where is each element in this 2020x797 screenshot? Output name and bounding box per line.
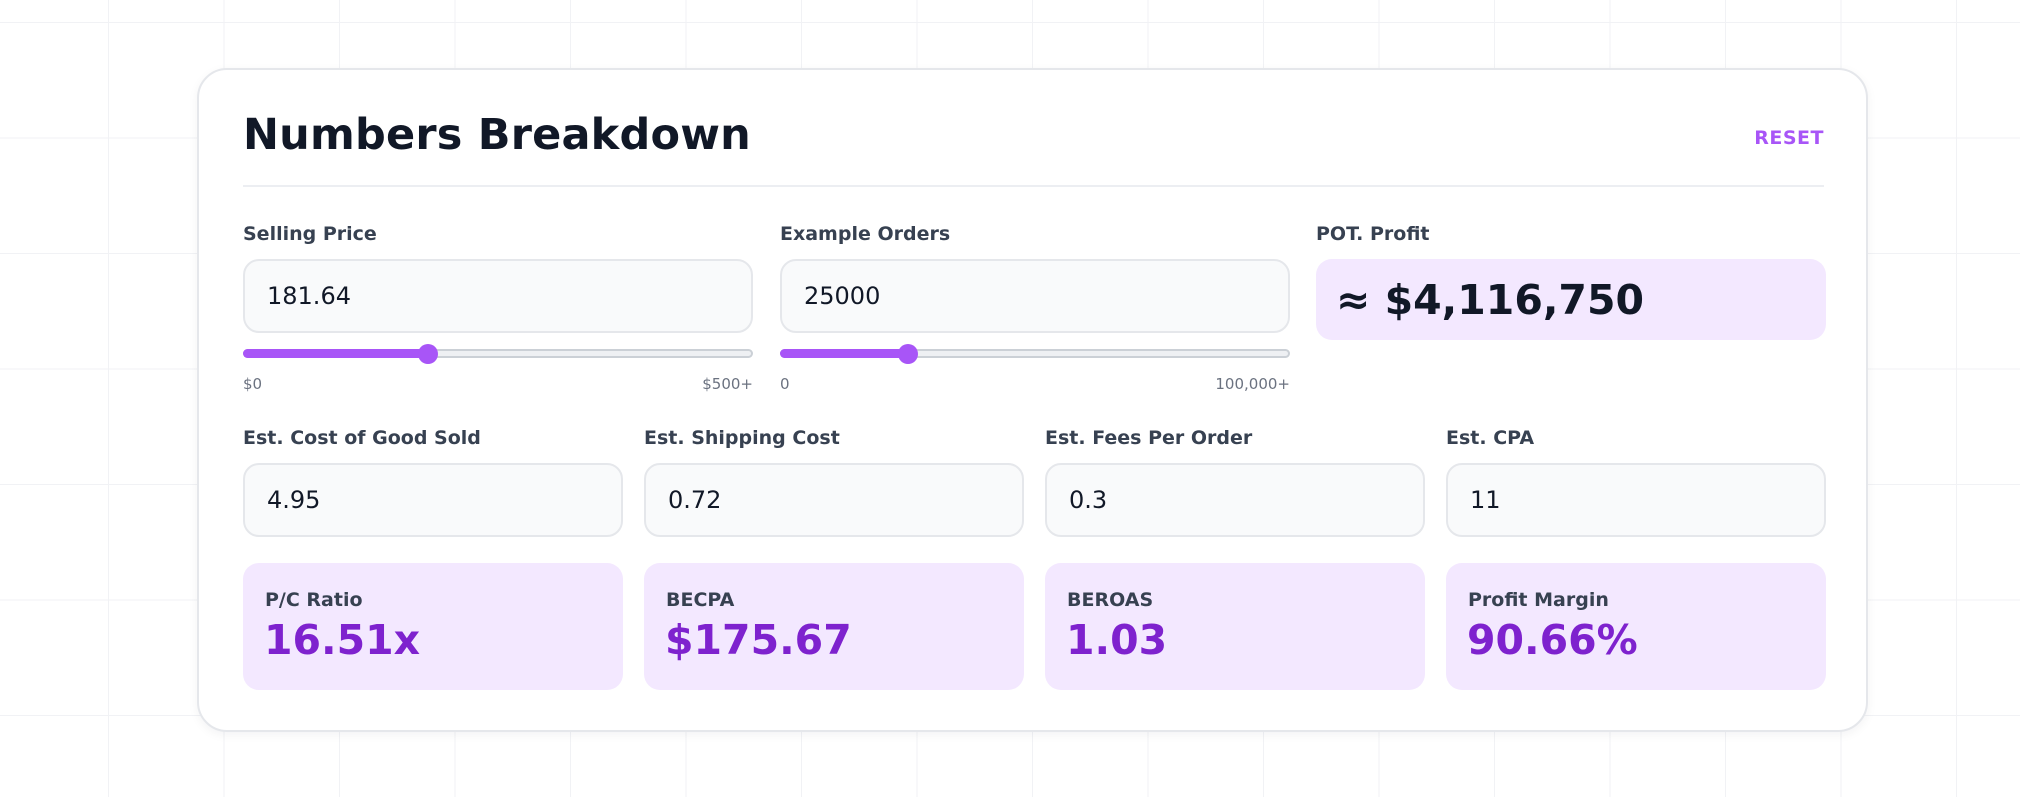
selling-price-slider-thumb[interactable]: [418, 344, 439, 364]
example-orders-slider-thumb[interactable]: [897, 344, 918, 364]
example-orders-slider-fill: [780, 349, 908, 358]
example-orders-range-min: 0: [780, 375, 790, 393]
selling-price-range-max: $500+: [702, 375, 753, 393]
cpa-input[interactable]: [1446, 463, 1826, 537]
beroas-label: BEROAS: [1067, 589, 1154, 611]
becpa-value: $175.67: [665, 616, 852, 664]
selling-price-range-min: $0: [243, 375, 263, 393]
fees-per-order-label: Est. Fees Per Order: [1045, 427, 1253, 449]
page-title: Numbers Breakdown: [243, 110, 751, 160]
example-orders-input[interactable]: [780, 259, 1290, 333]
beroas-value: 1.03: [1066, 616, 1168, 664]
pot-profit-label: POT. Profit: [1316, 223, 1430, 245]
selling-price-slider[interactable]: [243, 344, 753, 366]
beroas-stat: BEROAS 1.03: [1045, 563, 1425, 690]
pc-ratio-label: P/C Ratio: [265, 589, 363, 611]
profit-margin-stat: Profit Margin 90.66%: [1446, 563, 1826, 690]
profit-margin-label: Profit Margin: [1468, 589, 1609, 611]
example-orders-range-max: 100,000+: [1215, 375, 1290, 393]
fees-per-order-input[interactable]: [1045, 463, 1425, 537]
shipping-cost-label: Est. Shipping Cost: [644, 427, 840, 449]
example-orders-slider[interactable]: [780, 344, 1290, 366]
selling-price-label: Selling Price: [243, 223, 377, 245]
becpa-stat: BECPA $175.67: [644, 563, 1024, 690]
example-orders-label: Example Orders: [780, 223, 951, 245]
cogs-label: Est. Cost of Good Sold: [243, 427, 481, 449]
selling-price-slider-fill: [243, 349, 429, 358]
selling-price-input[interactable]: [243, 259, 753, 333]
pot-profit-value: ≈ $4,116,750: [1336, 275, 1645, 324]
becpa-label: BECPA: [666, 589, 735, 611]
numbers-breakdown-card: Numbers Breakdown RESET Selling Price $0…: [197, 68, 1868, 732]
cpa-label: Est. CPA: [1446, 427, 1535, 449]
pc-ratio-value: 16.51x: [264, 616, 421, 664]
cogs-input[interactable]: [243, 463, 623, 537]
profit-margin-value: 90.66%: [1467, 616, 1638, 664]
pot-profit-box: ≈ $4,116,750: [1316, 259, 1826, 340]
pc-ratio-stat: P/C Ratio 16.51x: [243, 563, 623, 690]
shipping-cost-input[interactable]: [644, 463, 1024, 537]
reset-button[interactable]: RESET: [1754, 127, 1824, 149]
header-divider: [243, 185, 1824, 187]
